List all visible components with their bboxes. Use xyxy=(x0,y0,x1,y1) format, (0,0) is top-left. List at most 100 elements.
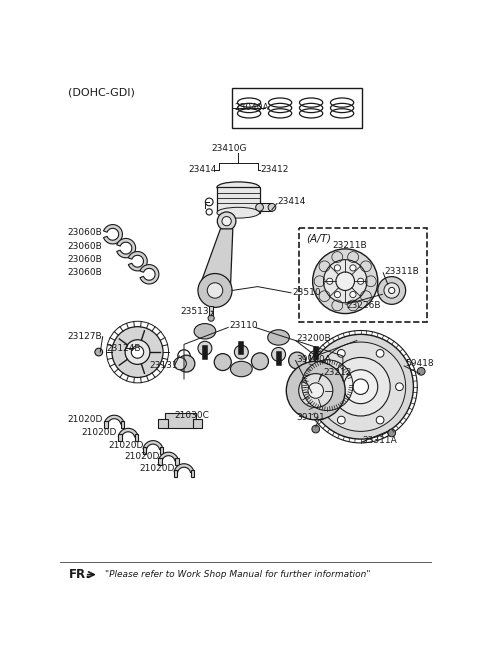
Circle shape xyxy=(174,358,186,370)
Polygon shape xyxy=(174,464,194,472)
Circle shape xyxy=(376,350,384,358)
Text: 23060B: 23060B xyxy=(68,268,103,277)
Bar xyxy=(104,421,108,428)
Text: 21020D: 21020D xyxy=(68,415,103,424)
Circle shape xyxy=(125,340,150,364)
Circle shape xyxy=(331,358,390,416)
Bar xyxy=(260,203,272,211)
Ellipse shape xyxy=(268,330,289,345)
Circle shape xyxy=(337,350,345,358)
Circle shape xyxy=(358,278,364,284)
Text: 39190A: 39190A xyxy=(296,356,331,364)
Circle shape xyxy=(198,341,212,355)
Bar xyxy=(174,470,178,477)
Circle shape xyxy=(268,203,276,211)
Circle shape xyxy=(316,342,406,432)
Circle shape xyxy=(207,283,223,298)
Text: 23060B: 23060B xyxy=(68,255,103,264)
Circle shape xyxy=(353,379,369,394)
Bar xyxy=(217,188,260,213)
Circle shape xyxy=(234,345,248,359)
Text: 23212: 23212 xyxy=(324,369,352,377)
Text: 23311A: 23311A xyxy=(362,436,397,445)
Circle shape xyxy=(252,353,268,370)
Text: FR.: FR. xyxy=(69,568,91,581)
Text: 59418: 59418 xyxy=(405,359,433,368)
Text: 23510: 23510 xyxy=(292,288,321,297)
Circle shape xyxy=(214,354,231,371)
Circle shape xyxy=(312,425,320,433)
Circle shape xyxy=(312,249,378,314)
Circle shape xyxy=(326,352,343,368)
Text: 21020D: 21020D xyxy=(140,464,175,473)
Circle shape xyxy=(384,283,399,298)
Circle shape xyxy=(350,291,356,298)
Text: 23414: 23414 xyxy=(188,165,216,174)
Circle shape xyxy=(335,291,340,298)
Circle shape xyxy=(308,335,413,439)
Bar xyxy=(158,458,162,465)
Circle shape xyxy=(112,327,163,377)
Ellipse shape xyxy=(230,361,252,377)
Circle shape xyxy=(132,346,144,358)
Bar xyxy=(192,419,202,428)
Text: 23060B: 23060B xyxy=(68,242,103,251)
Text: 23414: 23414 xyxy=(277,197,305,207)
Bar xyxy=(165,413,196,428)
Text: 23410G: 23410G xyxy=(211,144,247,153)
Bar xyxy=(159,447,163,454)
Bar xyxy=(135,434,138,441)
Ellipse shape xyxy=(217,207,260,218)
Text: 21030C: 21030C xyxy=(175,411,210,420)
Text: (DOHC-GDI): (DOHC-GDI) xyxy=(68,88,134,98)
Text: 23110: 23110 xyxy=(229,321,258,329)
Circle shape xyxy=(198,274,232,308)
Text: 23127B: 23127B xyxy=(68,332,102,341)
Polygon shape xyxy=(104,224,122,244)
Circle shape xyxy=(376,416,384,424)
Circle shape xyxy=(389,287,395,293)
Polygon shape xyxy=(118,428,138,437)
Text: (A/T): (A/T) xyxy=(306,233,332,243)
Text: 21020D: 21020D xyxy=(81,428,116,438)
Circle shape xyxy=(388,429,396,437)
Circle shape xyxy=(208,315,214,321)
Text: 23311B: 23311B xyxy=(384,267,419,276)
Circle shape xyxy=(350,265,356,271)
Polygon shape xyxy=(158,452,179,461)
Text: 23412: 23412 xyxy=(260,165,288,174)
Circle shape xyxy=(337,416,345,424)
Circle shape xyxy=(272,348,286,361)
Circle shape xyxy=(335,265,340,271)
Text: 23226B: 23226B xyxy=(347,301,381,310)
Circle shape xyxy=(299,374,333,407)
Polygon shape xyxy=(143,441,163,449)
Polygon shape xyxy=(140,264,159,284)
Circle shape xyxy=(288,352,306,369)
Ellipse shape xyxy=(194,323,216,339)
Polygon shape xyxy=(200,229,233,287)
Polygon shape xyxy=(128,251,147,271)
Circle shape xyxy=(222,216,231,226)
Text: 23200B: 23200B xyxy=(296,335,331,344)
Circle shape xyxy=(308,383,324,398)
Bar xyxy=(232,88,362,128)
Circle shape xyxy=(324,260,367,303)
Circle shape xyxy=(286,361,345,420)
Polygon shape xyxy=(104,415,124,424)
Text: 23040A: 23040A xyxy=(234,104,269,112)
Text: 23131: 23131 xyxy=(149,361,178,370)
Bar xyxy=(143,447,146,454)
Circle shape xyxy=(318,383,326,390)
Bar xyxy=(121,421,124,428)
Text: "Please refer to Work Shop Manual for further information": "Please refer to Work Shop Manual for fu… xyxy=(105,570,371,579)
Circle shape xyxy=(95,348,103,356)
Bar xyxy=(175,458,179,465)
Circle shape xyxy=(326,278,333,284)
Ellipse shape xyxy=(305,367,326,382)
Text: 23211B: 23211B xyxy=(333,241,367,251)
Polygon shape xyxy=(117,238,136,258)
Text: 23513: 23513 xyxy=(180,307,209,316)
Bar xyxy=(158,419,168,428)
Text: 21020D: 21020D xyxy=(124,452,160,461)
